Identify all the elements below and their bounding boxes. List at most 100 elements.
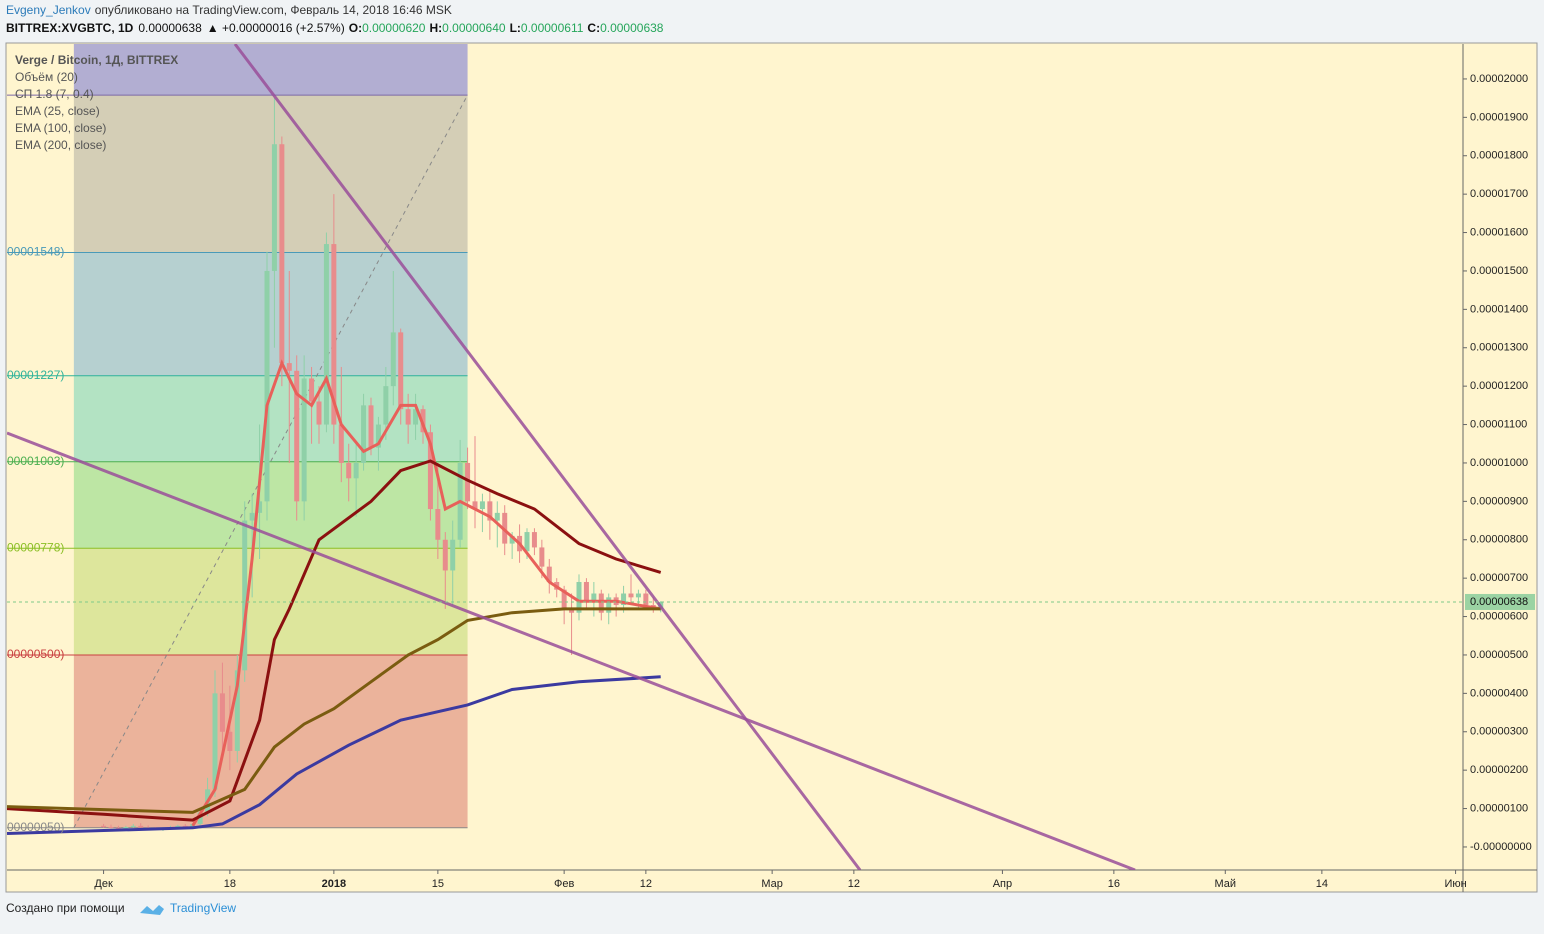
l-value: 0.00000611 bbox=[521, 21, 584, 35]
candle-body bbox=[494, 512, 500, 521]
y-tick-label: 0.00001100 bbox=[1470, 418, 1527, 430]
footer-brand[interactable]: TradingView bbox=[170, 901, 236, 915]
candle-body bbox=[346, 462, 352, 479]
y-tick-label: 0.00000300 bbox=[1470, 726, 1528, 738]
fib-label: 00001548) bbox=[7, 245, 64, 259]
candle-body bbox=[286, 363, 292, 371]
tv-logo[interactable] bbox=[140, 905, 164, 915]
y-tick-label: 0.00000200 bbox=[1470, 764, 1528, 776]
y-tick-label: 0.00000500 bbox=[1470, 649, 1528, 661]
candle-body bbox=[264, 270, 270, 502]
fib-band bbox=[73, 654, 468, 828]
candle-body bbox=[257, 501, 263, 513]
legend-entry: Объём (20) bbox=[15, 70, 78, 84]
candle-body bbox=[479, 501, 485, 510]
candle-body bbox=[271, 144, 277, 271]
candle-body bbox=[487, 501, 493, 521]
candle-body bbox=[242, 520, 248, 671]
c-label: C: bbox=[587, 21, 600, 35]
footer-text: Создано при помощи bbox=[6, 901, 125, 915]
candle-body bbox=[413, 409, 419, 425]
y-tick-label: 0.00001200 bbox=[1470, 380, 1528, 392]
x-tick-label: Май bbox=[1215, 878, 1237, 890]
candle-body bbox=[598, 593, 604, 613]
y-tick-label: 0.00001700 bbox=[1470, 188, 1528, 200]
candle-body bbox=[405, 409, 411, 425]
y-tick-label: -0.00000000 bbox=[1470, 841, 1532, 853]
author[interactable]: Evgeny_Jenkov bbox=[6, 3, 91, 17]
fib-band bbox=[73, 95, 468, 253]
candle-body bbox=[576, 581, 582, 613]
candle-body bbox=[130, 825, 136, 827]
candle-body bbox=[442, 539, 448, 571]
candle-body bbox=[361, 405, 367, 463]
y-tick-label: 0.00001000 bbox=[1470, 457, 1528, 469]
candle-body bbox=[294, 370, 300, 502]
h-label: H: bbox=[429, 21, 442, 35]
candle-body bbox=[465, 462, 471, 502]
y-tick-label: 0.00000600 bbox=[1470, 610, 1528, 622]
candle-body bbox=[123, 826, 129, 829]
candle-body bbox=[561, 589, 567, 609]
candle-body bbox=[368, 405, 374, 448]
legend-entry: EMA (100, close) bbox=[15, 121, 106, 135]
symbol: BITTREX:XVGBTC, 1D bbox=[6, 21, 134, 35]
candle-body bbox=[390, 332, 396, 387]
fib-label: 00000050) bbox=[7, 820, 64, 834]
c-value: 0.00000638 bbox=[600, 21, 664, 35]
candle-body bbox=[524, 532, 530, 552]
candle-body bbox=[472, 501, 478, 510]
last-price-box bbox=[1465, 593, 1535, 610]
candle-body bbox=[197, 812, 203, 824]
candle-body bbox=[309, 378, 315, 402]
legend-entry: EMA (200, close) bbox=[15, 138, 106, 152]
candle-body bbox=[353, 462, 359, 479]
candle-body bbox=[101, 825, 107, 827]
overlay: 00001548) 00001227) 00001003) 00000778) 0000… bbox=[7, 53, 1535, 890]
last-price-label: 0.00000638 bbox=[1470, 596, 1528, 608]
y-tick-label: 0.00002000 bbox=[1470, 73, 1528, 85]
candle-body bbox=[509, 535, 515, 544]
x-tick-label: 2018 bbox=[322, 878, 346, 890]
candle-body bbox=[643, 593, 649, 606]
candle-body bbox=[138, 825, 144, 828]
indicator-line bbox=[191, 359, 661, 827]
candle-body bbox=[301, 378, 307, 502]
y-tick-label: 0.00000700 bbox=[1470, 572, 1528, 584]
trendline bbox=[7, 431, 1136, 870]
fib-label: 00001227) bbox=[7, 368, 64, 382]
legend-entry: СП 1.8 (7, 0.4) bbox=[15, 87, 94, 101]
candle-body bbox=[338, 424, 344, 463]
candle-body bbox=[628, 593, 634, 598]
fib-label: 00000500) bbox=[7, 647, 64, 661]
candle-body bbox=[539, 547, 545, 567]
candle-body bbox=[115, 827, 121, 829]
o-value: 0.00000620 bbox=[362, 21, 426, 35]
candle-body bbox=[621, 593, 627, 606]
y-tick-label: 0.00001500 bbox=[1470, 265, 1528, 277]
candle-body bbox=[279, 144, 285, 364]
candle-body bbox=[316, 401, 322, 425]
x-tick-label: 15 bbox=[432, 878, 444, 890]
fib-diagonal bbox=[73, 94, 469, 828]
fib-band bbox=[73, 44, 468, 96]
candle-body bbox=[219, 693, 225, 732]
candle-body bbox=[108, 826, 114, 828]
y-tick-label: 0.00001600 bbox=[1470, 226, 1528, 238]
x-tick-label: Июн bbox=[1444, 878, 1466, 890]
l-label: L: bbox=[510, 21, 521, 35]
y-tick-label: 0.00001900 bbox=[1470, 111, 1528, 123]
candle-body bbox=[182, 825, 188, 827]
x-tick-label: 12 bbox=[848, 878, 860, 890]
trendline bbox=[233, 44, 862, 870]
legend-title: Verge / Bitcoin, 1Д, BITTREX bbox=[15, 53, 178, 67]
header-line-2: BITTREX:XVGBTC, 1D 0.00000638 ▲ +0.0000001… bbox=[6, 21, 664, 35]
x-tick-label: Апр bbox=[993, 878, 1012, 890]
y-tick-label: 0.00000800 bbox=[1470, 534, 1528, 546]
y-tick-label: 0.00000100 bbox=[1470, 802, 1528, 814]
o-label: O: bbox=[349, 21, 362, 35]
plot bbox=[7, 44, 1463, 870]
x-tick-label: Мар bbox=[761, 878, 783, 890]
header-line-1: Evgeny_Jenkov опубликовано на TradingView… bbox=[6, 3, 452, 17]
candle-body bbox=[635, 593, 641, 598]
